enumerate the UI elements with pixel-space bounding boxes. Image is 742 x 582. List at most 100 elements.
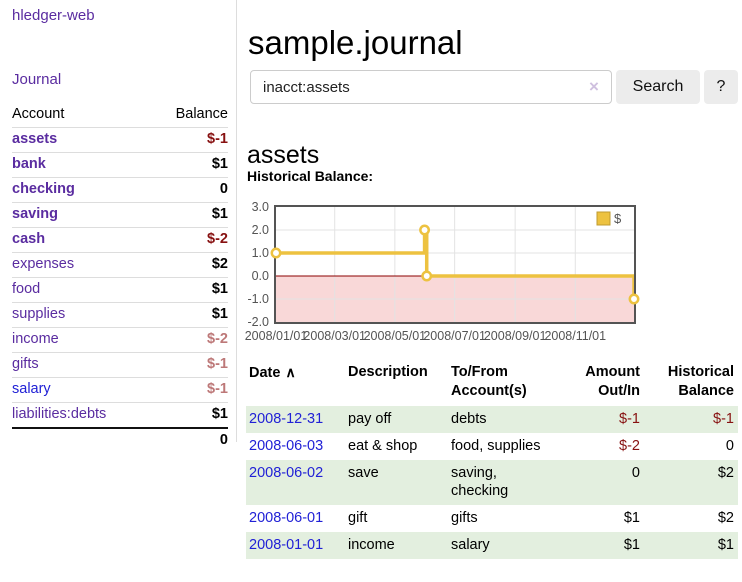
register-table: Date ∧ Description To/From Account(s) Amo…: [246, 360, 738, 559]
account-link[interactable]: supplies: [12, 306, 66, 322]
register-col-balance: Historical Balance: [667, 364, 734, 399]
historical-balance-chart: $3.0 2.0 1.0 0.0 -1.0 -2.0 2008/01/01 2008/03/0…: [240, 196, 740, 346]
sidebar: hledger-web Journal Account Balance asse…: [0, 0, 237, 453]
account-row: checking 0: [12, 177, 228, 203]
transaction-date-link[interactable]: 2008-01-01: [249, 537, 324, 553]
register-cell-accounts: gifts: [451, 510, 478, 526]
register-body: 2008-12-31 pay off debts $-1 $-1 2008-06-03 ea…: [246, 406, 738, 559]
accounts-total-value: 0: [158, 427, 228, 453]
account-row: bank $1: [12, 152, 228, 178]
register-cell-description: eat & shop: [348, 438, 418, 454]
x-tick-label: 2008/09/01: [484, 329, 547, 343]
account-balance: 0: [158, 177, 228, 203]
chart-canvas: $3.0 2.0 1.0 0.0 -1.0 -2.02008/01/012008/03/0…: [245, 200, 640, 343]
accounts-total-row: 0: [12, 427, 228, 453]
register-cell-balance: $2: [717, 510, 734, 526]
account-balance: $1: [158, 402, 228, 428]
legend-swatch: [596, 211, 611, 226]
register-row: 2008-06-02 save saving, checking 0 $2: [246, 460, 738, 505]
account-balance: $-1: [158, 127, 228, 153]
register-cell-balance: $-1: [713, 411, 734, 427]
account-row: saving $1: [12, 202, 228, 228]
register-cell-accounts: food, supplies: [451, 438, 541, 454]
chart-frame: [274, 205, 636, 324]
accounts-col-balance: Balance: [175, 106, 228, 122]
accounts-body: assets $-1 bank $1 checking 0 saving $1 cash $-2 e…: [12, 127, 228, 453]
transaction-date-link[interactable]: 2008-06-03: [249, 438, 324, 454]
account-heading: assets: [247, 140, 320, 169]
x-tick-label: 2008/01/01: [245, 329, 308, 343]
register-cell-balance: 0: [725, 438, 734, 454]
account-link[interactable]: salary: [12, 381, 51, 397]
account-link[interactable]: saving: [12, 206, 58, 222]
register-cell-description: gift: [348, 510, 368, 526]
account-row: food $1: [12, 277, 228, 303]
account-row: assets $-1: [12, 127, 228, 153]
y-tick-label: 0.0: [252, 269, 269, 283]
register-col-amount: Amount Out/In: [585, 364, 640, 399]
register-cell-date: 2008-06-03: [246, 433, 345, 460]
accounts-table: Account Balance assets $-1 bank $1 checking 0…: [12, 102, 228, 453]
register-cell-amount: $-1: [619, 411, 640, 427]
page-title: sample.journal: [248, 24, 463, 62]
account-balance: $1: [158, 152, 228, 178]
chart-title: Historical Balance:: [247, 168, 374, 184]
account-row: expenses $2: [12, 252, 228, 278]
register-cell-date: 2008-06-01: [246, 505, 345, 532]
account-balance: $1: [158, 277, 228, 303]
register-cell-description: income: [348, 537, 395, 553]
transaction-date-link[interactable]: 2008-12-31: [249, 411, 324, 427]
account-link[interactable]: income: [12, 331, 59, 347]
register-cell-date: 2008-06-02: [246, 460, 345, 505]
register-cell-date: 2008-01-01: [246, 532, 345, 559]
app-brand-link[interactable]: hledger-web: [12, 7, 95, 24]
register-col-date[interactable]: Date ∧: [249, 364, 296, 381]
register-col-description: Description: [348, 364, 428, 380]
account-balance: $-2: [158, 327, 228, 353]
sort-asc-icon: ∧: [285, 364, 296, 380]
account-link[interactable]: bank: [12, 156, 46, 172]
accounts-col-account: Account: [12, 106, 65, 122]
account-link[interactable]: cash: [12, 231, 46, 247]
account-link[interactable]: assets: [12, 131, 58, 147]
account-link[interactable]: liabilities:debts: [12, 406, 107, 422]
help-button[interactable]: ?: [704, 70, 738, 104]
search-button[interactable]: Search: [616, 70, 700, 104]
data-point-marker: [628, 293, 640, 305]
register-cell-date: 2008-12-31: [246, 406, 345, 433]
account-balance: $-1: [158, 377, 228, 403]
register-col-account: To/From Account(s): [451, 364, 527, 399]
register-cell-description: save: [348, 465, 379, 481]
register-header-row: Date ∧ Description To/From Account(s) Amo…: [246, 360, 738, 406]
x-tick-label: 2008/07/01: [423, 329, 486, 343]
register-cell-balance: $2: [717, 465, 734, 481]
account-balance: $-1: [158, 352, 228, 378]
register-cell-amount: $1: [623, 510, 640, 526]
account-row: salary $-1: [12, 377, 228, 403]
transaction-date-link[interactable]: 2008-06-01: [249, 510, 324, 526]
register-cell-balance: $1: [717, 537, 734, 553]
clear-search-icon[interactable]: ×: [589, 77, 599, 96]
x-tick-label: 2008/05/01: [364, 329, 427, 343]
account-link[interactable]: expenses: [12, 256, 75, 272]
y-tick-label: -2.0: [247, 315, 269, 329]
y-tick-label: -1.0: [247, 292, 269, 306]
account-row: income $-2: [12, 327, 228, 353]
register-cell-amount: $1: [623, 537, 640, 553]
data-point-marker: [419, 224, 431, 236]
account-row: supplies $1: [12, 302, 228, 328]
account-link[interactable]: checking: [12, 181, 75, 197]
register-cell-accounts: salary: [451, 537, 490, 553]
account-link[interactable]: food: [12, 281, 41, 297]
y-tick-label: 1.0: [252, 246, 269, 260]
register-cell-accounts: saving, checking: [451, 465, 509, 499]
y-tick-label: 3.0: [252, 200, 269, 214]
register-row: 2008-06-01 gift gifts $1 $2: [246, 505, 738, 532]
register-cell-amount: 0: [631, 465, 640, 481]
transaction-date-link[interactable]: 2008-06-02: [249, 465, 324, 481]
account-link[interactable]: gifts: [12, 356, 39, 372]
search-input[interactable]: [250, 70, 612, 104]
register-cell-amount: $-2: [619, 438, 640, 454]
register-cell-accounts: debts: [451, 411, 487, 427]
nav-journal-link[interactable]: Journal: [12, 71, 62, 88]
